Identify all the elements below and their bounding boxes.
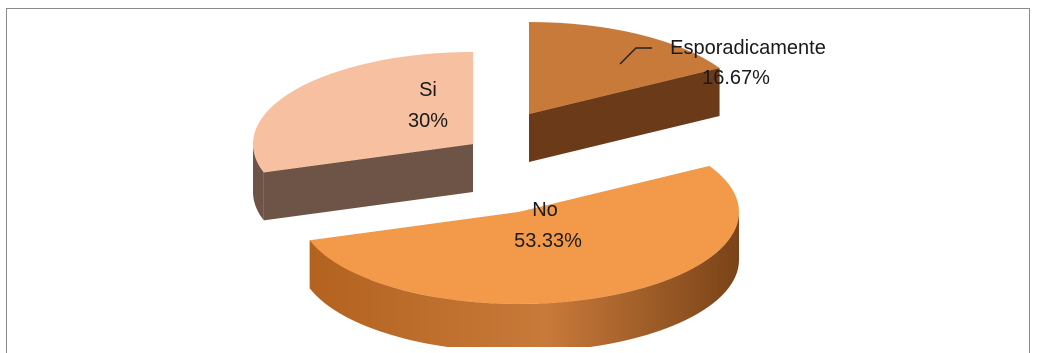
data-label-no-name: No — [532, 199, 558, 221]
data-label-si-value: 30% — [408, 110, 448, 132]
labels-layer: Esporadicamente 16.67% No 53.33% Si 30% — [408, 37, 826, 252]
slice-si-cut-face-0 — [263, 144, 473, 221]
slice-no-side-0 — [309, 212, 739, 347]
data-label-esporadicamente-value: 16.67% — [702, 67, 770, 89]
data-label-esporadicamente-name: Esporadicamente — [670, 37, 826, 59]
slice-si-side-0 — [253, 144, 264, 221]
slice-esporadicamente — [529, 22, 720, 114]
slice-esporadicamente-cut-face-1 — [529, 68, 720, 162]
data-label-no-value: 53.33% — [514, 230, 582, 252]
slice-si — [252, 52, 473, 173]
slices-layer — [252, 22, 739, 347]
leader-line-esporadicamente — [619, 47, 652, 65]
data-label-si-name: Si — [419, 79, 437, 101]
slice-no — [309, 166, 739, 305]
